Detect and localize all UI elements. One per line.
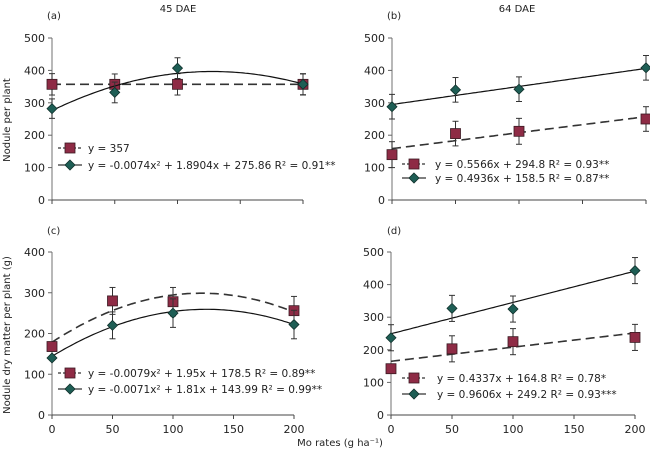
data-point-diamond: [297, 78, 309, 90]
data-point-square: [629, 332, 641, 343]
data-point-square: [507, 336, 519, 348]
data-point-diamond: [446, 302, 458, 314]
panel-d: 0 100 200 300 400 500 0 50 100 150 200 (d) y = 0.433…: [363, 226, 646, 436]
y-axis-label: Nodule dry matter per plant (g): [2, 256, 13, 414]
panel-title: 45 DAE: [160, 4, 197, 15]
legend-marker-diamond: [408, 388, 420, 400]
y-tick-label: 100: [363, 376, 384, 389]
legend-entry: y = 0.4936x + 158.5 R² = 0.87**: [435, 173, 609, 185]
legend-marker-diamond: [408, 172, 420, 184]
data-point-diamond: [109, 86, 121, 98]
data-point-diamond: [640, 62, 650, 74]
data-point-square: [640, 113, 650, 125]
y-tick-label: 500: [364, 32, 385, 45]
legend-entry: y = 0.9606x + 249.2 R² = 0.93***: [437, 389, 617, 401]
data-point-square: [446, 343, 458, 355]
x-tick-label: 50: [106, 423, 120, 436]
legend-entry: y = -0.0079x² + 1.95x + 178.5 R² = 0.89*…: [88, 368, 315, 380]
y-axis-label: Nodule per plant: [2, 78, 13, 162]
panel-label: (d): [387, 226, 401, 237]
y-tick-label: 300: [24, 97, 45, 110]
x-tick-label: 0: [49, 423, 56, 436]
data-point-square: [513, 125, 525, 137]
x-tick-label: 150: [564, 423, 585, 436]
x-tick-label: 100: [163, 423, 184, 436]
data-point-diamond: [629, 265, 641, 277]
legend-entry: y = 0.4337x + 164.8 R² = 0.78*: [437, 373, 606, 385]
x-tick-label: 200: [625, 423, 646, 436]
data-point-square: [172, 78, 183, 90]
y-tick-label: 400: [24, 246, 45, 259]
data-point-diamond: [46, 352, 58, 364]
y-tick-label: 100: [24, 368, 45, 381]
panel-a: 0 100 200 300 400 500 45 DAE (a) Nodule per plan…: [2, 4, 335, 207]
y-tick-label: 400: [364, 64, 385, 77]
panel-label: (c): [47, 226, 60, 237]
x-tick-label: 0: [388, 423, 395, 436]
data-point-square: [450, 128, 461, 139]
data-point-square: [46, 78, 58, 90]
legend-entry: y = 357: [88, 143, 130, 155]
legend-marker-square: [408, 158, 420, 170]
legend-marker-diamond: [64, 383, 76, 395]
data-point-diamond: [385, 332, 397, 344]
data-point-diamond: [386, 101, 398, 113]
y-tick-label: 400: [363, 279, 384, 292]
panel-title: 64 DAE: [499, 4, 536, 15]
panel-label: (b): [387, 11, 401, 22]
data-point-square: [107, 295, 118, 307]
y-tick-label: 500: [24, 32, 45, 45]
legend-marker-square: [408, 372, 420, 384]
panel-c: 0 100 200 300 400 0 50 100 150 200 (c) Nodule dry m…: [2, 226, 322, 436]
data-point-diamond: [288, 318, 300, 331]
panel-b: 0 100 200 300 400 500 64 DAE (b) y = 0.5566x + 2…: [364, 4, 650, 207]
x-tick-label: 200: [284, 423, 305, 436]
data-point-diamond: [449, 84, 462, 96]
data-point-square: [46, 341, 58, 352]
y-tick-label: 0: [38, 409, 45, 422]
y-tick-label: 300: [363, 311, 384, 324]
y-tick-label: 200: [24, 129, 45, 142]
data-point-diamond: [507, 303, 519, 315]
legend-entry: y = -0.0074x² + 1.8904x + 275.86 R² = 0.…: [88, 160, 335, 172]
y-tick-label: 200: [24, 328, 45, 341]
data-point-square: [385, 363, 397, 375]
y-tick-label: 500: [363, 246, 384, 259]
legend-marker-square: [64, 367, 76, 379]
data-point-square: [386, 149, 398, 161]
y-tick-label: 100: [24, 162, 45, 175]
data-point-diamond: [513, 83, 525, 95]
legend-entry: y = -0.0071x² + 1.81x + 143.99 R² = 0.99…: [88, 384, 322, 396]
y-tick-label: 0: [38, 194, 45, 207]
y-tick-label: 0: [377, 409, 384, 422]
data-point-diamond: [171, 62, 184, 74]
x-axis-label: Mo rates (g ha⁻¹): [297, 438, 383, 449]
fit-line-square: [390, 332, 636, 363]
data-point-diamond: [46, 103, 58, 115]
legend-marker-diamond: [64, 159, 76, 171]
x-tick-label: 100: [503, 423, 524, 436]
x-tick-label: 150: [223, 423, 244, 436]
y-tick-label: 300: [364, 97, 385, 110]
panel-label: (a): [47, 11, 61, 22]
y-tick-label: 200: [364, 129, 385, 142]
legend-entry: y = 0.5566x + 294.8 R² = 0.93**: [435, 159, 609, 171]
data-point-diamond: [167, 307, 179, 319]
legend-marker-square: [64, 142, 76, 154]
y-tick-label: 100: [364, 162, 385, 175]
y-tick-label: 200: [363, 344, 384, 357]
y-tick-label: 400: [24, 64, 45, 77]
y-tick-label: 300: [24, 287, 45, 300]
data-point-diamond: [106, 319, 119, 331]
x-tick-label: 50: [445, 423, 459, 436]
y-tick-label: 0: [378, 194, 385, 207]
